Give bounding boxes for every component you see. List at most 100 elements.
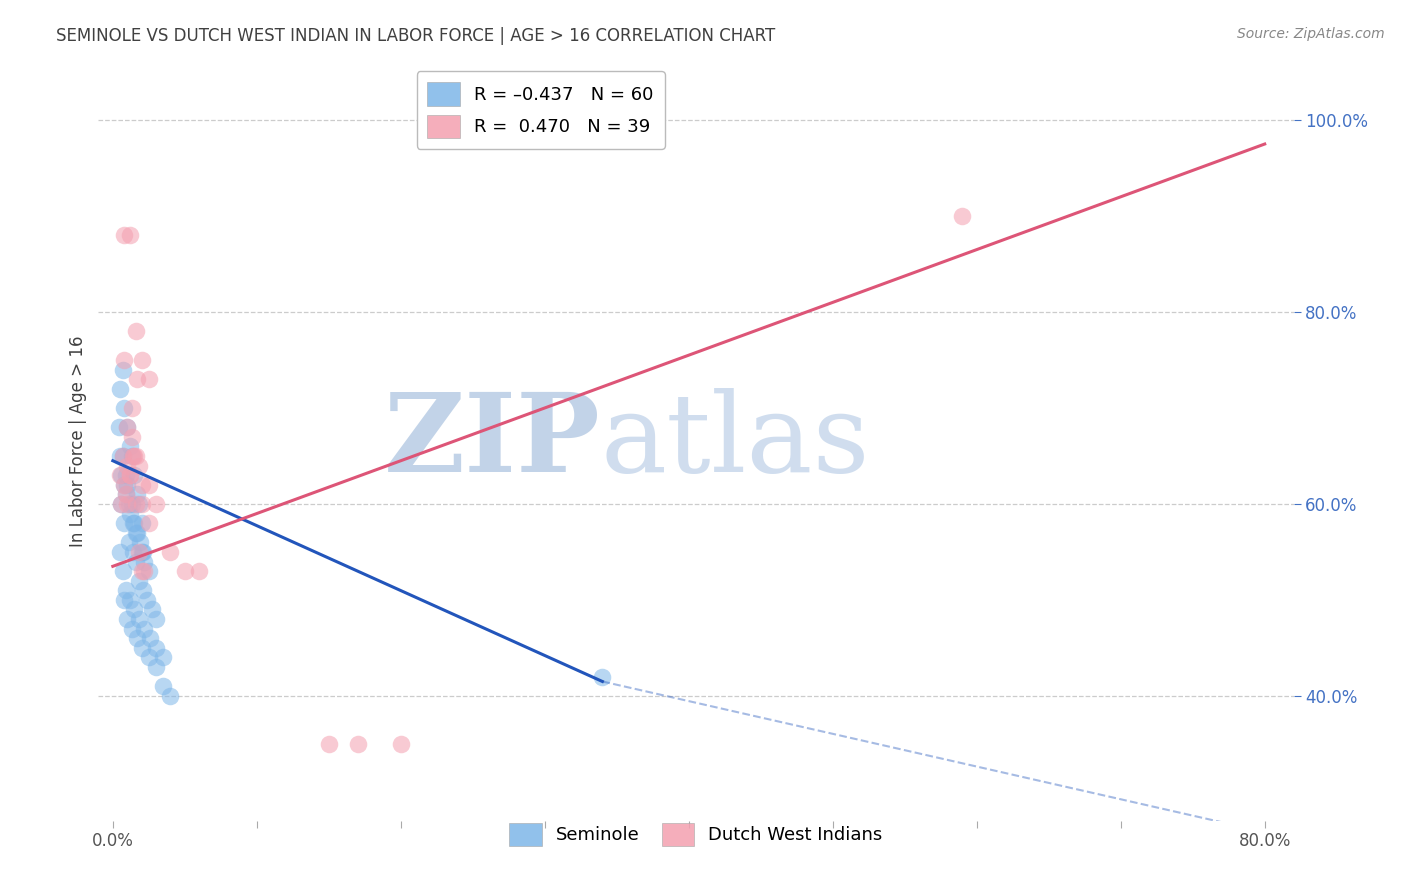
Point (138, 564, 160, 578)
Point (112, 516, 135, 530)
Point (138, 516, 160, 530)
Legend: Seminole, Dutch West Indians: Seminole, Dutch West Indians (502, 815, 890, 854)
Point (112, 593, 135, 607)
Point (173, 564, 195, 578)
Point (159, 689, 181, 703)
Point (131, 477, 153, 491)
Point (111, 362, 134, 376)
Point (121, 622, 143, 636)
Point (115, 420, 138, 434)
Point (131, 545, 153, 559)
Point (108, 468, 131, 483)
Point (138, 477, 160, 491)
Point (115, 458, 138, 473)
Point (145, 497, 167, 511)
Point (124, 516, 146, 530)
Point (138, 650, 160, 665)
Point (127, 372, 149, 386)
Point (139, 632, 162, 646)
Point (122, 545, 145, 559)
Point (120, 468, 142, 483)
Point (114, 468, 136, 483)
Text: SEMINOLE VS DUTCH WEST INDIAN IN LABOR FORCE | AGE > 16 CORRELATION CHART: SEMINOLE VS DUTCH WEST INDIAN IN LABOR F… (56, 27, 776, 45)
Point (145, 660, 167, 674)
Point (346, 737, 368, 751)
Point (131, 640, 153, 655)
Point (132, 583, 155, 598)
Point (112, 477, 135, 491)
Point (114, 487, 136, 501)
Point (121, 430, 143, 444)
Point (124, 602, 146, 616)
Point (107, 420, 129, 434)
Point (120, 439, 142, 453)
Point (134, 622, 156, 636)
Point (591, 670, 613, 684)
Point (125, 324, 148, 338)
Point (124, 449, 146, 463)
Y-axis label: In Labor Force | Age > 16: In Labor Force | Age > 16 (69, 335, 87, 548)
Point (114, 487, 136, 501)
Point (124, 468, 146, 483)
Point (110, 468, 132, 483)
Text: ZIP: ZIP (384, 388, 600, 495)
Text: atlas: atlas (600, 388, 870, 495)
Point (111, 564, 134, 578)
Point (122, 449, 145, 463)
Point (125, 525, 148, 540)
Point (131, 497, 153, 511)
Point (131, 564, 153, 578)
Point (128, 545, 150, 559)
Point (152, 650, 174, 665)
Point (134, 554, 156, 568)
Point (112, 401, 135, 415)
Point (114, 583, 136, 598)
Point (128, 574, 150, 588)
Point (115, 477, 138, 491)
Point (118, 535, 141, 549)
Point (138, 372, 160, 386)
Point (188, 564, 211, 578)
Point (318, 737, 340, 751)
Point (125, 497, 148, 511)
Point (145, 640, 167, 655)
Point (136, 593, 159, 607)
Point (118, 497, 141, 511)
Point (120, 468, 142, 483)
Point (108, 449, 131, 463)
Point (128, 612, 150, 626)
Point (389, 737, 412, 751)
Point (127, 632, 149, 646)
Point (128, 458, 150, 473)
Point (120, 593, 142, 607)
Point (108, 545, 131, 559)
Point (120, 507, 142, 521)
Point (121, 497, 143, 511)
Point (121, 401, 143, 415)
Point (131, 516, 153, 530)
Point (129, 535, 152, 549)
Point (125, 554, 148, 568)
Point (152, 679, 174, 693)
Point (112, 477, 135, 491)
Point (950, 209, 973, 223)
Point (122, 516, 145, 530)
Point (115, 420, 138, 434)
Point (134, 564, 156, 578)
Point (132, 545, 155, 559)
Point (111, 449, 134, 463)
Point (141, 602, 163, 616)
Point (127, 487, 149, 501)
Point (112, 228, 135, 243)
Point (112, 353, 135, 368)
Point (127, 525, 149, 540)
Text: Source: ZipAtlas.com: Source: ZipAtlas.com (1237, 27, 1385, 41)
Point (145, 612, 167, 626)
Point (115, 497, 138, 511)
Point (120, 228, 142, 243)
Point (128, 497, 150, 511)
Point (131, 353, 153, 368)
Point (111, 449, 134, 463)
Point (110, 497, 132, 511)
Point (159, 545, 181, 559)
